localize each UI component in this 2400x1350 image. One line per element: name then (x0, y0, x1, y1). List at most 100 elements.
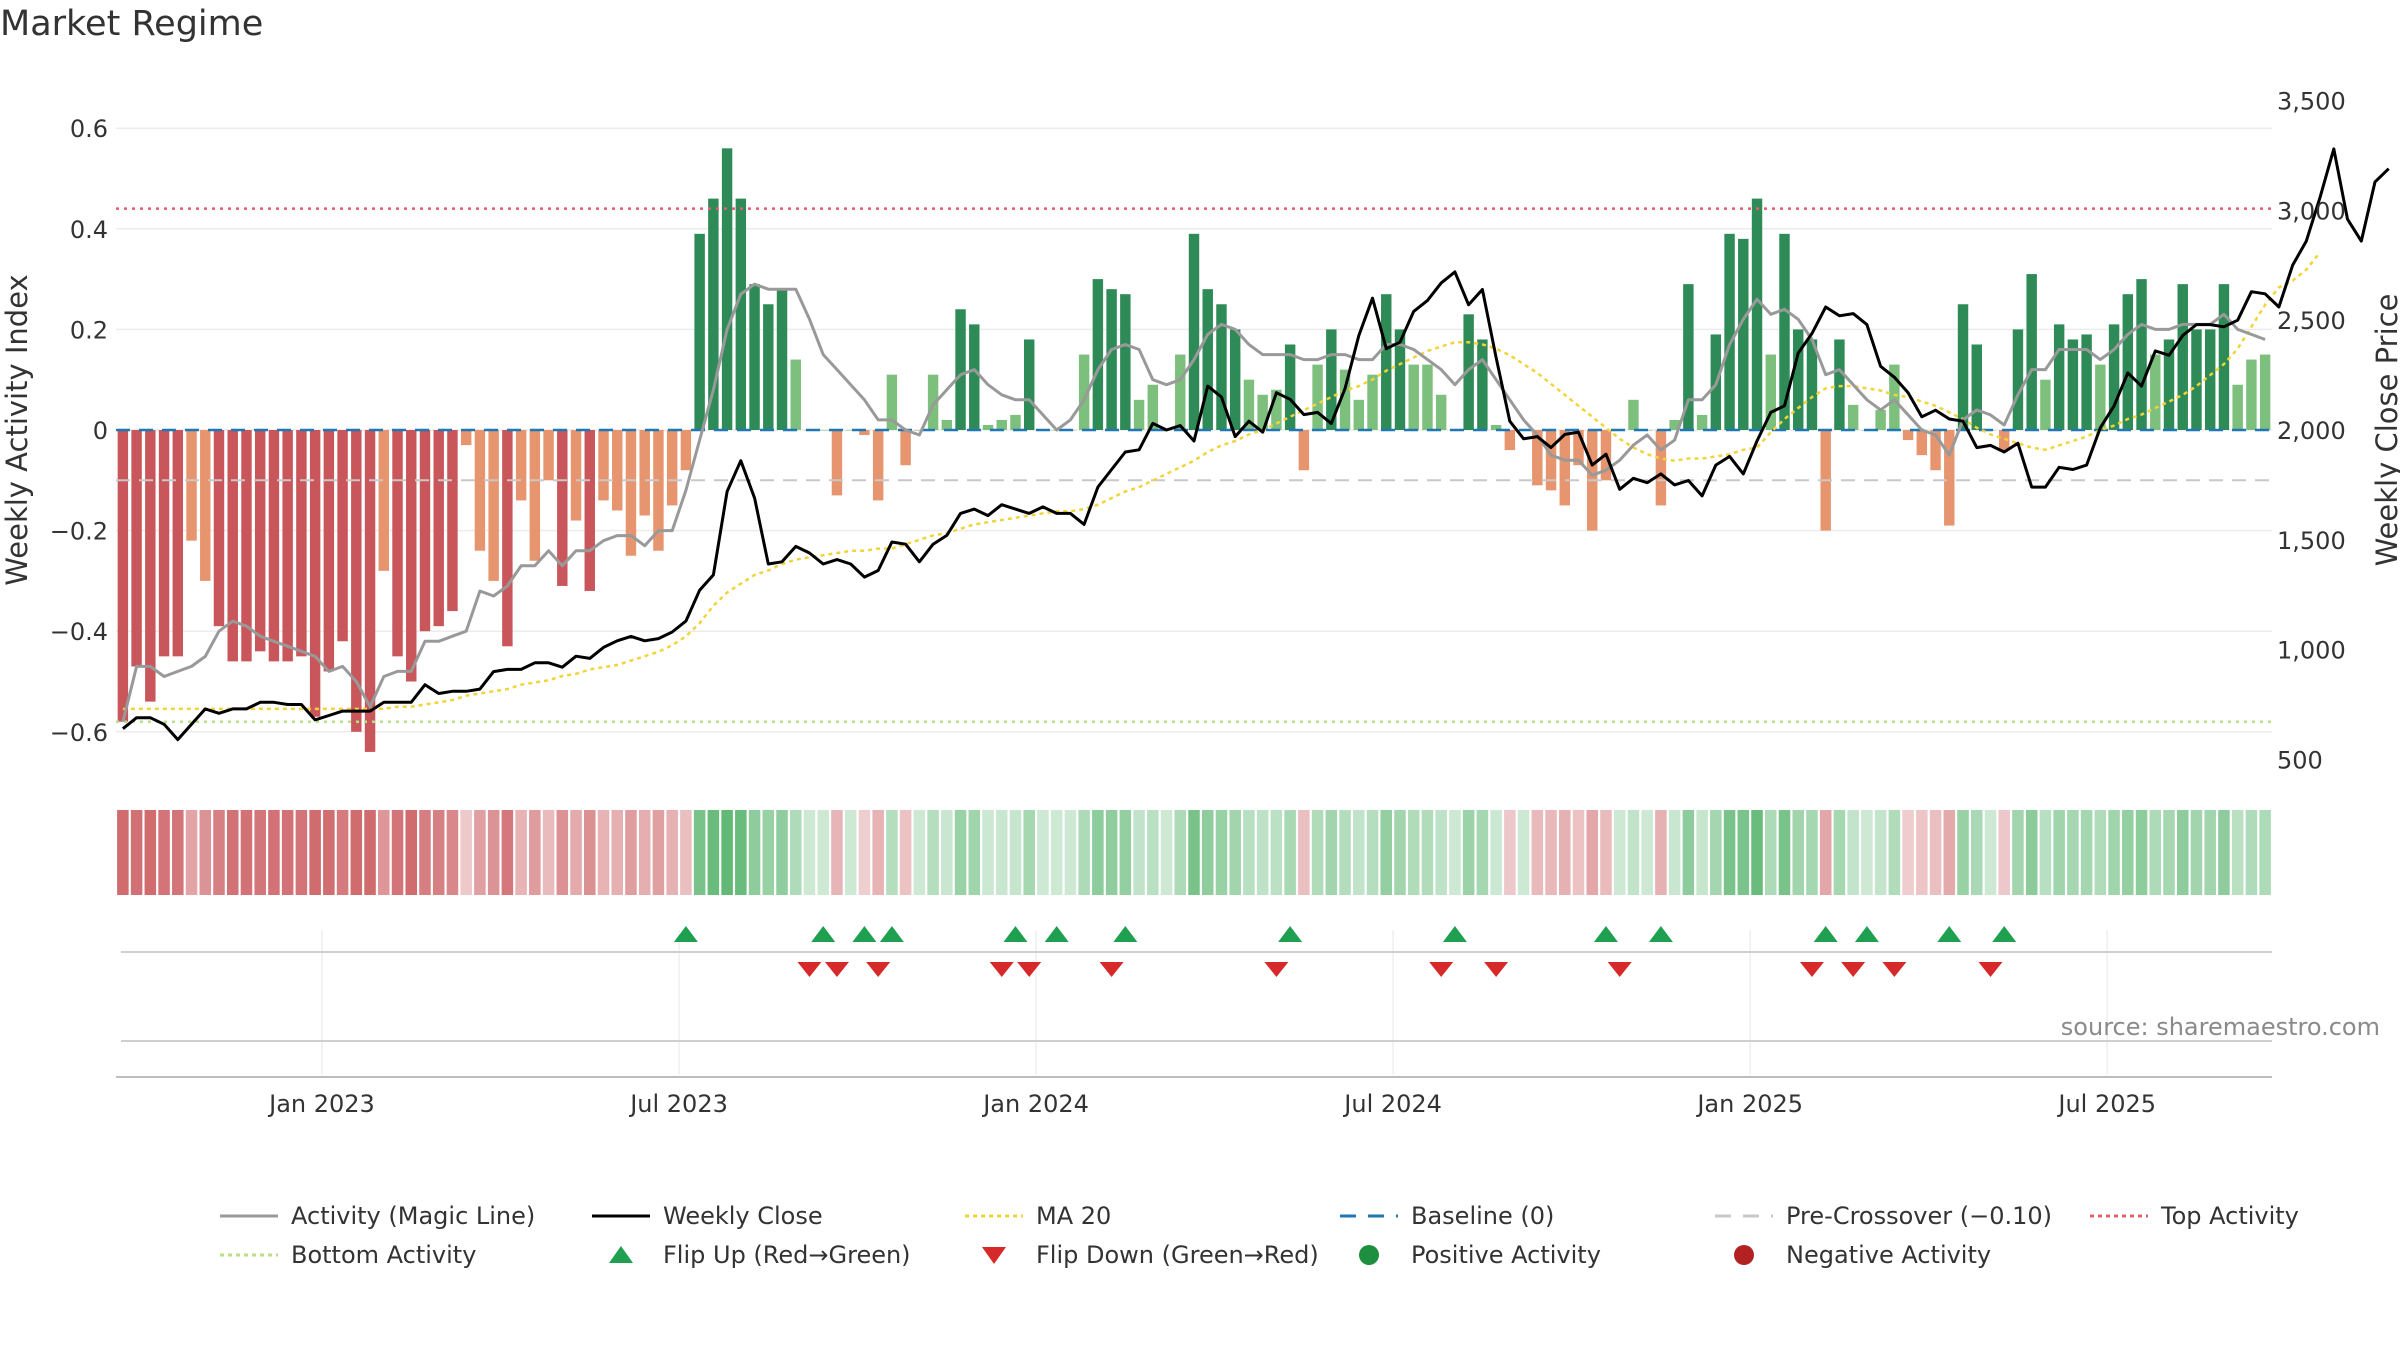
regime-cell (1874, 810, 1887, 895)
activity-bar (1696, 414, 1708, 430)
regime-cell (1078, 810, 1090, 895)
activity-bar (1463, 314, 1474, 430)
regime-cell (899, 810, 912, 895)
activity-bar (1971, 344, 1982, 430)
regime-cell (693, 810, 706, 895)
regime-cell (1833, 810, 1846, 895)
flip-down-marker (797, 962, 822, 977)
regime-cell (199, 810, 212, 895)
activity-bar (1779, 233, 1790, 430)
regime-cell (2122, 810, 2134, 895)
activity-bar (1394, 329, 1406, 430)
regime-cell (1902, 810, 1914, 895)
flip-up-marker (811, 926, 836, 942)
activity-bar (625, 430, 637, 556)
regime-cell (748, 810, 761, 895)
regime-cell (1545, 810, 1557, 895)
activity-bar (570, 430, 582, 521)
activity-bar (2232, 384, 2243, 430)
regime-cell (1394, 810, 1406, 895)
regime-cell (1037, 810, 1049, 895)
activity-bar (927, 374, 939, 430)
activity-bar (145, 430, 156, 702)
activity-bar (1504, 430, 1516, 451)
regime-cell (584, 810, 596, 895)
y-left-tick-label: 0.6 (70, 115, 108, 143)
activity-bar (1559, 430, 1570, 506)
activity-bar (845, 430, 856, 431)
regime-cell (1311, 810, 1324, 895)
regime-cell (2012, 810, 2024, 895)
legend-item-precross: Pre-Crossover (−0.10) (1715, 1202, 2052, 1230)
regime-cell (1916, 810, 1928, 895)
activity-bar (900, 430, 911, 466)
regime-cell (872, 810, 884, 895)
activity-bar (982, 424, 994, 430)
regime-cell (158, 810, 170, 895)
regime-cell (844, 810, 857, 895)
regime-cell (1710, 810, 1722, 895)
y-right-tick-label: 3,000 (2277, 197, 2346, 225)
regime-cell (529, 810, 541, 895)
activity-bar (1834, 339, 1845, 430)
activity-bar (735, 198, 747, 430)
regime-cell (2163, 810, 2175, 895)
activity-bar (694, 233, 705, 430)
activity-bar (1229, 329, 1241, 430)
regime-cell (1600, 810, 1612, 895)
regime-cell (762, 810, 775, 895)
activity-bar (1916, 430, 1928, 456)
activity-bar (1930, 430, 1941, 471)
regime-cell (405, 810, 418, 895)
activity-bar (1133, 399, 1145, 430)
activity-bar (1271, 389, 1282, 430)
activity-bar (1683, 284, 1694, 430)
activity-bar (1545, 430, 1557, 491)
x-tick-label: Jul 2023 (628, 1090, 728, 1118)
activity-bar (1202, 289, 1213, 430)
regime-cell (1421, 810, 1434, 895)
regime-cell (2080, 810, 2093, 895)
activity-bar (378, 430, 390, 571)
regime-cell (1105, 810, 1118, 895)
activity-bar (969, 324, 980, 430)
x-tick-label: Jan 2023 (267, 1090, 375, 1118)
regime-cell (597, 810, 610, 895)
regime-cell (1696, 810, 1708, 895)
x-tick-label: Jul 2024 (1342, 1090, 1442, 1118)
regime-cell (2094, 810, 2107, 895)
legend-item-neg: Negative Activity (1734, 1241, 1991, 1269)
regime-cell (1050, 810, 1063, 895)
regime-cell (1256, 810, 1269, 895)
legend-swatch (609, 1246, 633, 1263)
regime-cell (268, 810, 280, 895)
activity-bar (474, 430, 486, 551)
regime-cell (130, 810, 143, 895)
activity-bar (1490, 424, 1502, 430)
flip-up-marker (1044, 926, 1069, 942)
x-tick-label: Jul 2025 (2056, 1090, 2156, 1118)
regime-cell (982, 810, 994, 895)
activity-bar (323, 430, 335, 672)
regime-cell (323, 810, 335, 895)
activity-bar (763, 304, 774, 430)
flip-up-marker (1937, 926, 1962, 942)
activity-bar (749, 284, 760, 430)
regime-cell (789, 810, 802, 895)
regime-cell (240, 810, 253, 895)
activity-bar (1339, 369, 1351, 430)
flip-down-marker (1429, 962, 1454, 977)
regime-cell (2190, 810, 2203, 895)
activity-bar (2246, 359, 2257, 430)
regime-cell (1970, 810, 1983, 895)
flip-down-marker (1841, 962, 1866, 977)
activity-bar (2191, 329, 2202, 430)
y-right-tick-label: 1,500 (2277, 527, 2346, 555)
regime-cell (1929, 810, 1942, 895)
activity-bar (1010, 414, 1021, 430)
flip-down-marker (866, 962, 891, 977)
activity-bar (584, 430, 595, 591)
regime-cell (1517, 810, 1530, 895)
